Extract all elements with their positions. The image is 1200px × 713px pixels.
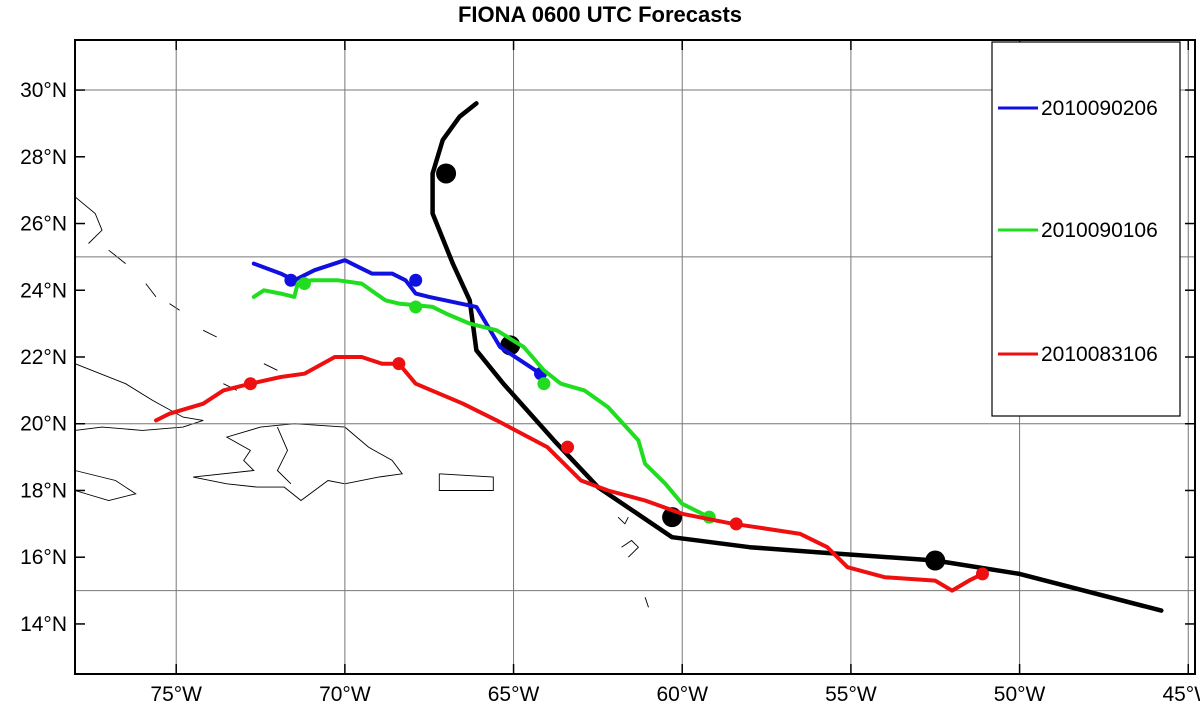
tick-layer: 75°W 70°W 65°W 60°W 55°W 50°W 45°W 14°N 16°N 18°N… <box>20 40 1200 706</box>
track-line <box>251 258 543 376</box>
coastline <box>169 303 180 311</box>
legend: 2010090206 2010090106 2010083106 <box>991 41 1181 417</box>
coastline <box>276 426 292 485</box>
track-series <box>154 355 989 593</box>
track-series <box>251 258 548 381</box>
x-tick-label: 55°W <box>825 683 877 706</box>
track-layer <box>154 101 1164 613</box>
track-series <box>430 101 1164 613</box>
legend-label: 2010083106 <box>1041 343 1158 366</box>
y-tick-label: 30°N <box>20 79 67 102</box>
coastline <box>621 539 640 558</box>
coastline <box>74 363 204 431</box>
track-series <box>251 277 716 524</box>
y-tick-label: 18°N <box>20 479 67 502</box>
legend-label: 2010090106 <box>1041 219 1158 242</box>
y-tick-label: 24°N <box>20 279 67 302</box>
coastline <box>644 597 649 608</box>
track-point <box>729 517 743 531</box>
y-tick-label: 14°N <box>20 613 67 636</box>
x-tick-label: 75°W <box>150 683 202 706</box>
map-title: FIONA 0600 UTC Forecasts <box>457 2 743 27</box>
coastline <box>202 329 217 338</box>
coastline <box>617 516 629 525</box>
track-line <box>154 355 985 593</box>
coastline <box>74 196 103 244</box>
track-point <box>409 273 423 287</box>
coastline <box>193 423 404 502</box>
x-tick-label: 60°W <box>656 683 708 706</box>
y-tick-label: 20°N <box>20 413 67 436</box>
legend-label: 2010090206 <box>1041 97 1158 120</box>
track-point <box>561 440 575 454</box>
x-tick-label: 65°W <box>488 683 540 706</box>
coastline <box>74 470 137 501</box>
track-point <box>243 377 257 391</box>
coastline-layer <box>74 196 649 608</box>
x-tick-label: 70°W <box>319 683 371 706</box>
track-point <box>284 273 298 287</box>
x-tick-label: 45°W <box>1162 683 1200 706</box>
track-point <box>392 357 406 371</box>
legend-entry: 2010083106 <box>998 343 1158 366</box>
y-tick-label: 28°N <box>20 146 67 169</box>
track-point <box>537 377 551 391</box>
track-point <box>436 163 457 184</box>
x-tick-label: 50°W <box>994 683 1046 706</box>
legend-entry: 2010090206 <box>998 97 1158 120</box>
legend-entry: 2010090106 <box>998 219 1158 242</box>
track-point <box>925 550 946 571</box>
track-point <box>297 277 311 291</box>
track-line <box>251 278 712 520</box>
track-point <box>409 300 423 314</box>
y-tick-label: 16°N <box>20 546 67 569</box>
track-point <box>975 567 989 581</box>
y-tick-label: 22°N <box>20 346 67 369</box>
y-tick-label: 26°N <box>20 213 67 236</box>
coastline <box>438 473 494 491</box>
coastline <box>145 283 157 298</box>
track-line <box>430 101 1164 613</box>
coastline <box>263 363 278 371</box>
